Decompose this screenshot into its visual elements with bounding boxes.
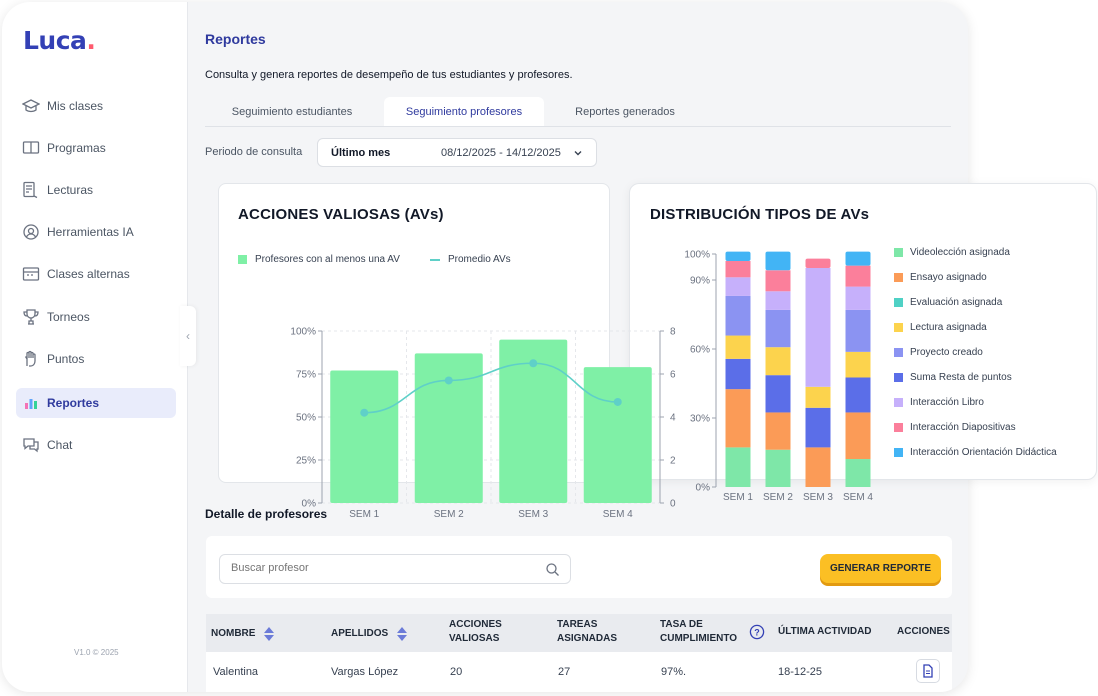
graduation-cap-icon [22,99,40,113]
column-header-acciones-valiosas: ACCIONES VALIOSAS [449,619,502,644]
ai-tools-icon [23,224,39,240]
chat-bubbles-icon [23,438,39,453]
search-box[interactable] [219,554,571,584]
sidebar: Luca. Mis clases Programas Lecturas Herr… [2,2,188,692]
sidebar-item-label: Programas [47,141,106,155]
sidebar-item-clases-alternas[interactable]: Clases alternas [16,259,176,289]
cell-apellidos: Vargas López [331,666,399,678]
sidebar-item-label: Mis clases [47,99,104,113]
page-subtitle: Consulta y genera reportes de desempeño … [205,69,573,81]
period-label: Periodo de consulta [205,146,303,158]
column-header-ultima-actividad: ÚLTIMA ACTIVIDAD [778,626,872,637]
column-label: APELLIDOS [331,628,389,639]
hand-points-icon [24,350,36,367]
collapse-sidebar-button[interactable]: ‹ [180,306,196,366]
app-logo[interactable]: Luca. [23,26,96,55]
search-icon[interactable] [545,562,560,577]
cell-nombre: Valentina [213,666,259,678]
column-header-tareas-asignadas: TAREAS ASIGNADAS [557,619,618,644]
cell-acciones-valiosas: 20 [450,666,463,678]
version-label: V1.0 © 2025 [74,648,119,657]
sidebar-item-label: Reportes [47,396,100,410]
chevron-down-icon [574,151,582,156]
legend-item-suma-resta: Suma Resta de puntos [894,372,1012,383]
book-open-icon [22,141,40,154]
reading-icon [23,181,38,199]
legend-item-videoleccion: Videolección asignada [894,247,1010,258]
sort-icon[interactable] [396,625,408,643]
period-range: 08/12/2025 - 14/12/2025 [441,147,561,159]
sidebar-item-label: Chat [47,438,73,452]
table-row[interactable] [206,652,952,692]
sidebar-item-torneos[interactable]: Torneos [16,302,176,332]
sidebar-item-chat[interactable]: Chat [16,430,176,460]
search-input[interactable] [231,562,531,574]
sidebar-item-label: Torneos [47,310,90,324]
cell-tareas-asignadas: 27 [558,666,571,678]
legend-item-proyecto: Proyecto creado [894,347,983,358]
legend-item-libro: Interacción Libro [894,397,984,408]
legend-item-orientacion: Interacción Orientación Didáctica [894,447,1057,458]
cell-tasa-cumplimiento: 97%. [661,666,687,678]
sidebar-item-label: Herramientas IA [47,225,134,239]
table-header [206,614,952,652]
sidebar-item-puntos[interactable]: Puntos [16,344,176,374]
chart-card-avs [218,183,610,483]
column-header-acciones: ACCIONES [897,626,950,637]
sidebar-item-mis-clases[interactable]: Mis clases [16,91,176,121]
legend-item-diapositivas: Interacción Diapositivas [894,422,1016,433]
column-header-nombre[interactable]: NOMBRE [211,625,275,643]
generate-report-button[interactable]: GENERAR REPORTE [820,554,941,583]
bar-chart-icon [25,399,37,409]
period-dropdown[interactable]: Último mes 08/12/2025 - 14/12/2025 [317,138,597,167]
chart-card-distribucion [629,183,1097,480]
sidebar-item-lecturas[interactable]: Lecturas [16,175,176,205]
sort-icon[interactable] [263,625,275,643]
legend-item-lectura: Lectura asignada [894,322,987,333]
svg-text:?: ? [754,628,760,638]
detail-title: Detalle de profesores [205,507,328,521]
trophy-icon [23,309,39,325]
column-header-tasa-cumplimiento: TASA DE CUMPLIMIENTO [660,619,738,644]
tab-seguimiento-estudiantes[interactable]: Seguimiento estudiantes [231,105,353,118]
legend-item-ensayo: Ensayo asignado [894,272,987,283]
column-label: NOMBRE [211,628,256,639]
chart-title-distribucion: DISTRIBUCIÓN TIPOS DE AVs [650,206,870,223]
sidebar-item-label: Lecturas [47,183,94,197]
view-report-button[interactable] [916,659,940,683]
legend-item-evaluacion: Evaluación asignada [894,297,1002,308]
legend-item-promedio: Promedio AVs [430,254,511,265]
document-icon [923,664,933,678]
legend-item-profesores: Profesores con al menos una AV [238,254,400,265]
tab-seguimiento-profesores[interactable]: Seguimiento profesores [384,97,544,126]
tab-bar: Seguimiento estudiantes Seguimiento prof… [205,97,951,127]
period-selected: Último mes [331,147,391,159]
help-icon[interactable]: ? [749,624,765,640]
page-title: Reportes [205,31,266,47]
sidebar-item-programas[interactable]: Programas [16,133,176,163]
sidebar-item-label: Clases alternas [47,267,130,281]
calendar-icon [22,267,40,281]
column-header-apellidos[interactable]: APELLIDOS [331,625,408,643]
sidebar-item-label: Puntos [47,352,85,366]
sidebar-item-herramientas-ia[interactable]: Herramientas IA [16,217,176,247]
sidebar-item-reportes[interactable]: Reportes [16,388,176,418]
tab-reportes-generados[interactable]: Reportes generados [575,105,675,118]
chart-title-avs: ACCIONES VALIOSAS (AVs) [238,206,444,223]
cell-ultima-actividad: 18-12-25 [778,666,823,678]
chevron-left-icon: ‹ [186,329,190,343]
